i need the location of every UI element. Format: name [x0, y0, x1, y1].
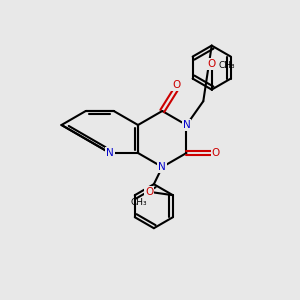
Text: N: N — [158, 162, 166, 172]
Text: N: N — [106, 148, 114, 158]
Text: CH₃: CH₃ — [131, 198, 148, 207]
Text: O: O — [172, 80, 180, 90]
Text: CH₃: CH₃ — [219, 61, 235, 70]
Text: N: N — [183, 120, 190, 130]
Text: O: O — [145, 188, 153, 197]
Text: O: O — [208, 59, 216, 69]
Text: O: O — [212, 148, 220, 158]
